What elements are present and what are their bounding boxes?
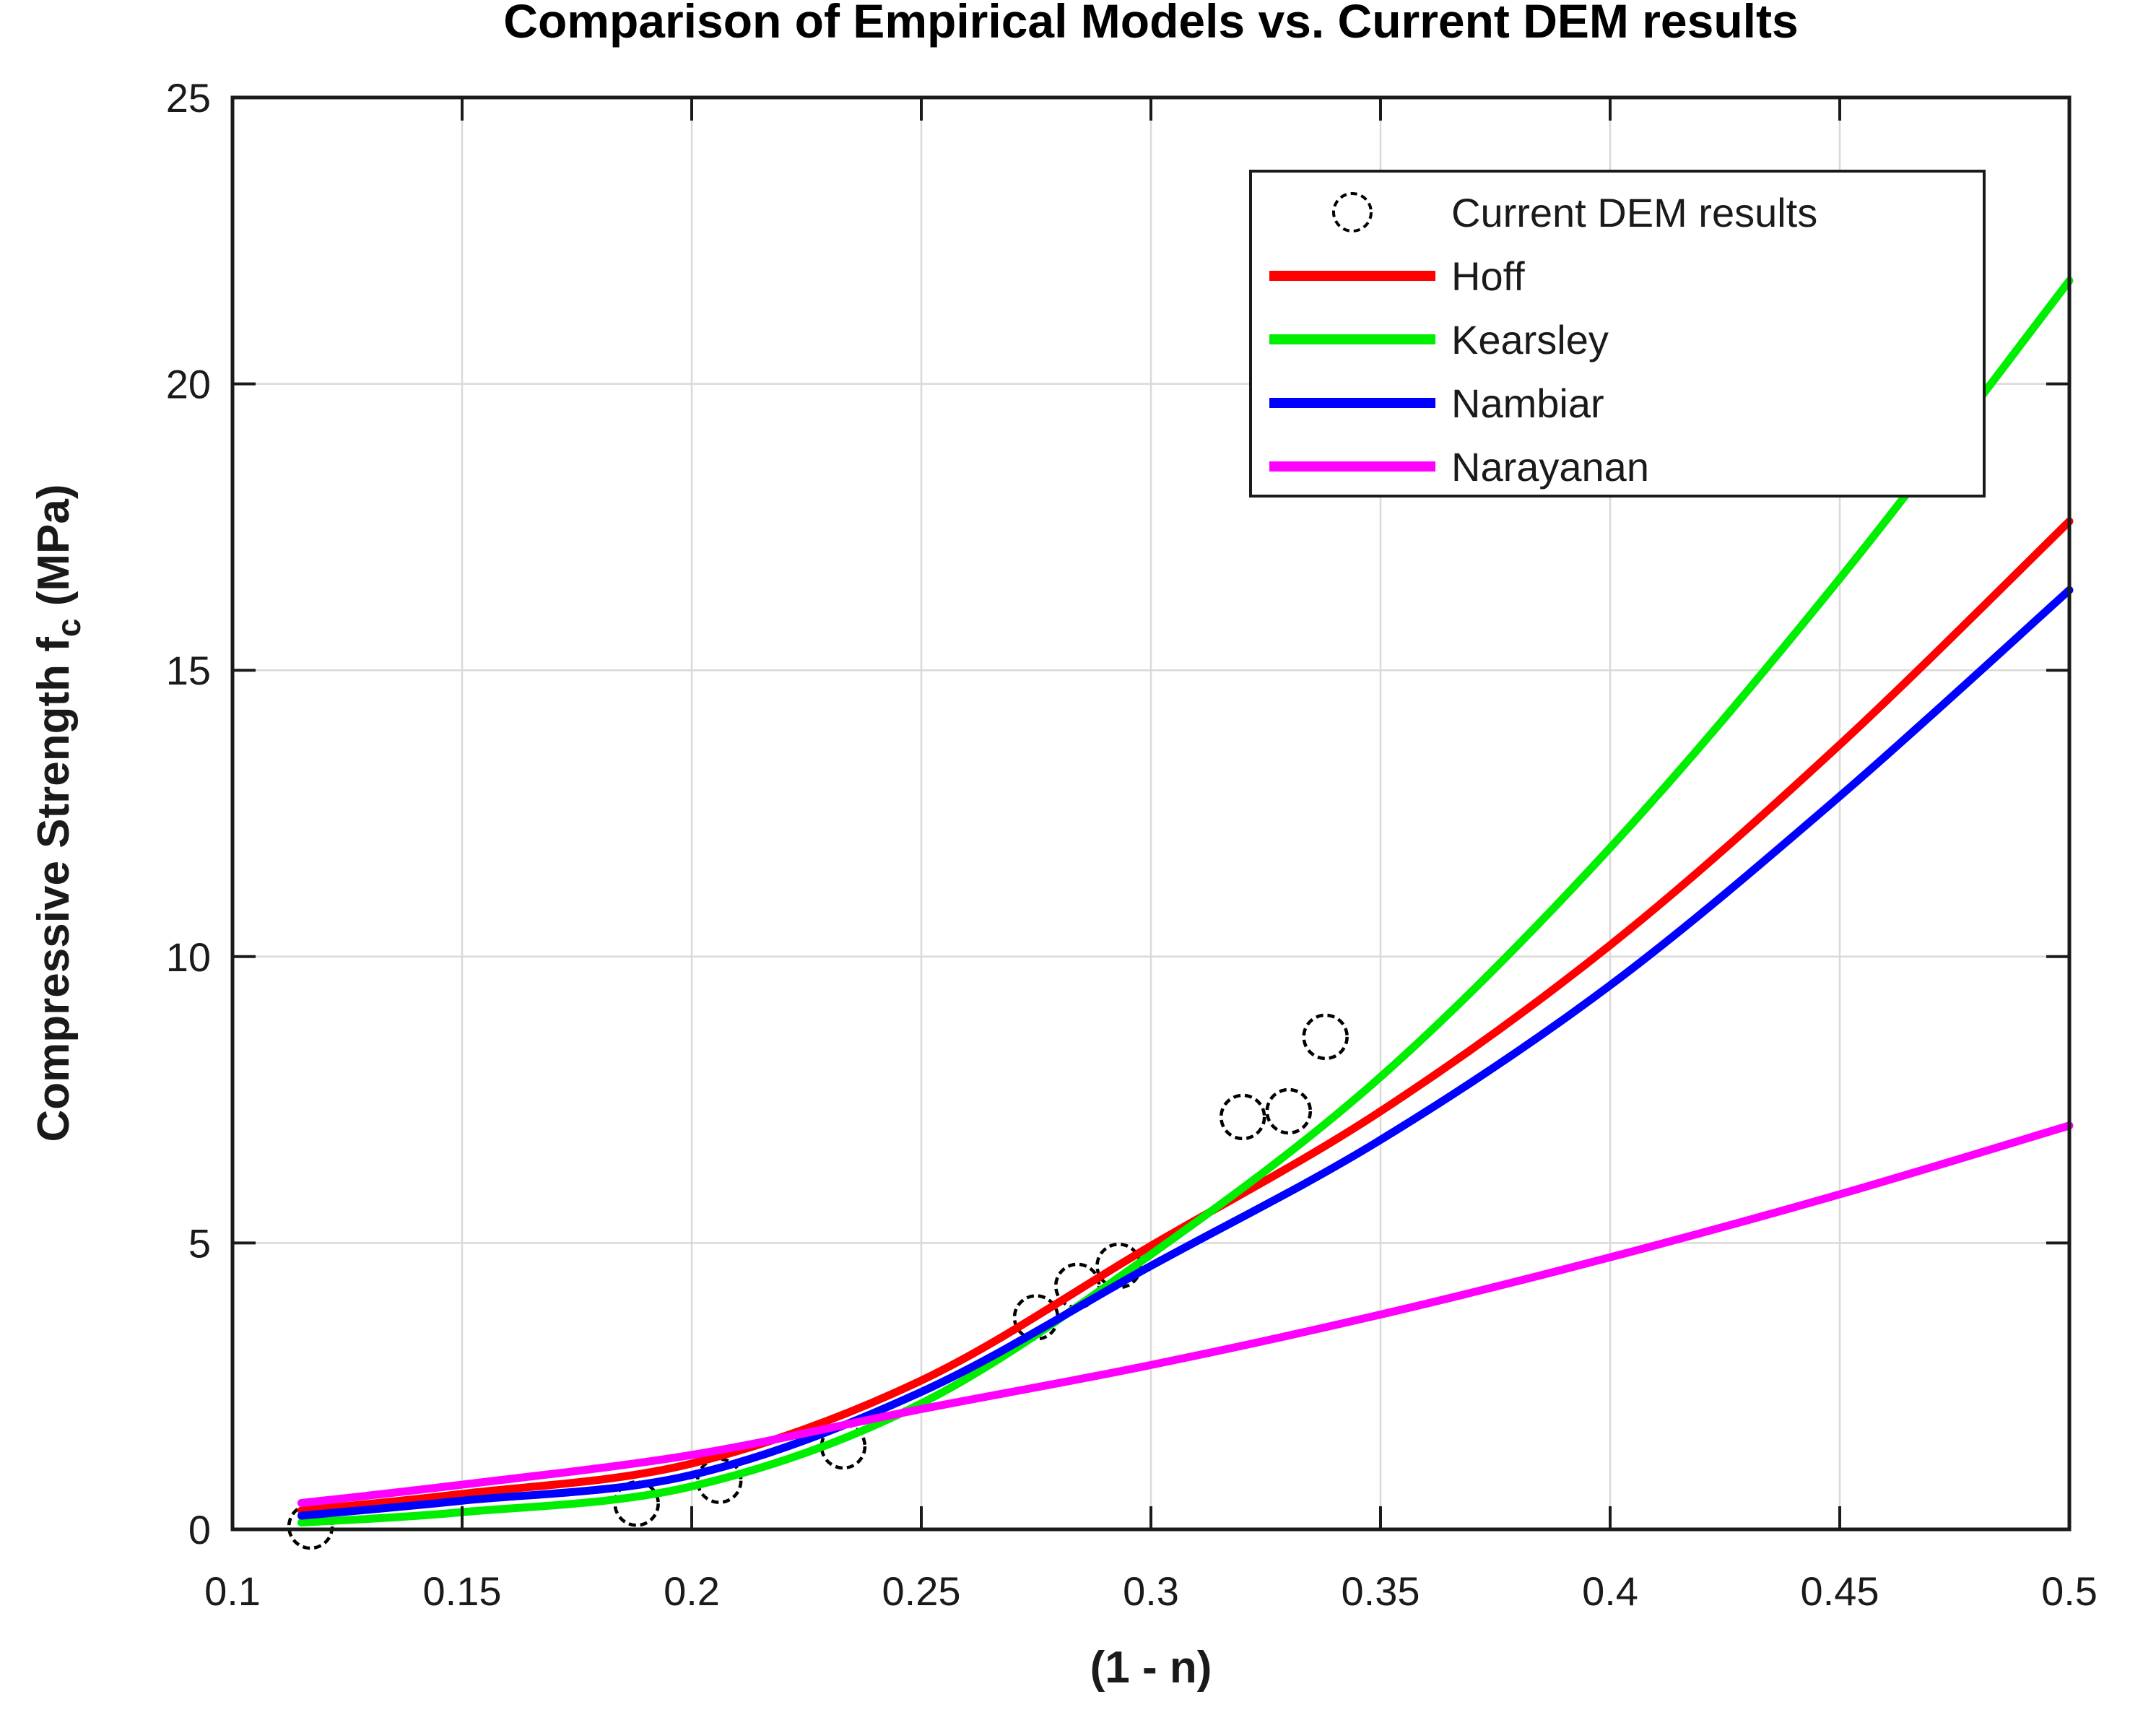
x-tick-label: 0.25 [882,1568,961,1614]
y-tick-label: 10 [166,934,211,980]
x-axis-label: (1 - n) [1090,1643,1212,1693]
legend-entry-label: Hoff [1451,253,1525,299]
scatter-point [613,1480,660,1527]
x-tick-label: 0.15 [423,1568,502,1614]
x-tick-label: 0.1 [204,1568,261,1614]
data-layer [287,277,2074,1550]
label-layer: Comparison of Empirical Models vs. Curre… [29,0,1799,1693]
scatter-point [1053,1262,1101,1310]
legend: Current DEM results Hoff Kearsley Nambiar Na… [1249,170,1986,498]
y-tick-label: 5 [188,1220,211,1266]
series-narayanan-curve [297,1121,2074,1507]
x-tick-label: 0.45 [1801,1568,1879,1614]
series-nambiar-curve [297,586,2074,1520]
x-tick-label: 0.4 [1582,1568,1638,1614]
y-tick-label: 0 [188,1507,211,1552]
scatter-point [1302,1013,1349,1061]
scatter-point [695,1457,743,1504]
legend-entry-label: Nambiar [1451,381,1604,426]
y-tick-label: 25 [166,75,211,121]
legend-entry-label: Kearsley [1451,317,1609,362]
legend-entry-label: Narayanan [1451,444,1649,490]
series-kearsley-curve [297,277,2074,1526]
legend-box [1249,170,1986,498]
axes-layer: 0.1 0.15 0.2 0.25 0.3 0.35 0.4 0.45 0.5 0 5 10 15 20 2… [166,75,2098,1614]
y-tick-label: 15 [166,648,211,693]
legend-entry-label: Current DEM results [1451,190,1817,235]
y-axis-label-main: Compressive Strength f [29,637,79,1142]
chart-title: Comparison of Empirical Models vs. Curre… [503,0,1798,48]
y-axis-label: Compressive Strength fc (MPa) [29,485,87,1142]
y-axis-label-subscript: c [50,619,87,638]
x-tick-label: 0.2 [664,1568,720,1614]
scatter-point [1219,1093,1266,1141]
x-tick-label: 0.3 [1123,1568,1179,1614]
legend-scatter-marker [1332,192,1373,233]
x-tick-label: 0.35 [1342,1568,1420,1614]
scatter-point [287,1503,334,1550]
y-axis-label-unit: (MPa) [29,485,79,619]
y-tick-label: 20 [166,362,211,407]
scatter-point [1265,1087,1313,1135]
scatter-point [820,1423,867,1470]
x-tick-label: 0.5 [2041,1568,2098,1614]
